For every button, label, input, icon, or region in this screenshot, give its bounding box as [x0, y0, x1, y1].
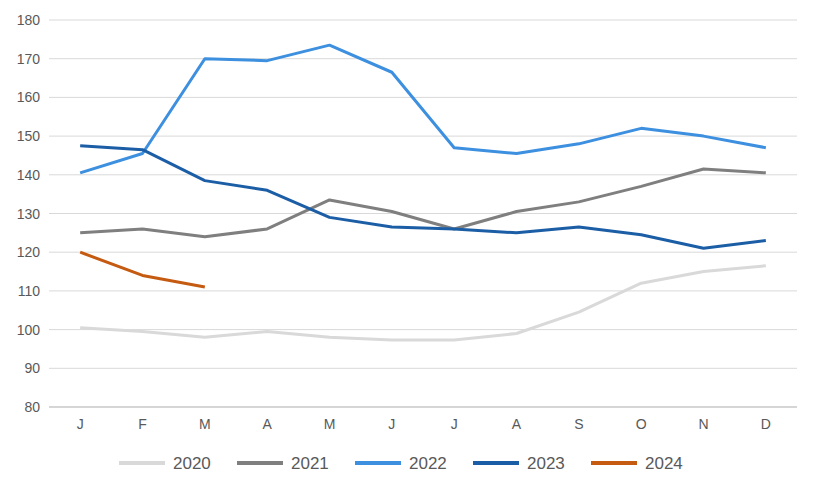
y-tick-label: 180 [17, 12, 41, 28]
grid-line [49, 97, 797, 98]
legend-swatch [591, 461, 637, 465]
x-tick-label: J [451, 416, 458, 432]
x-tick-label: D [761, 416, 771, 432]
legend-label: 2020 [173, 454, 211, 473]
y-tick-label: 130 [17, 206, 41, 222]
y-tick-label: 90 [24, 360, 40, 376]
y-tick-label: 100 [17, 322, 41, 338]
grid-line [49, 329, 797, 330]
legend-swatch [237, 461, 283, 465]
series-line [80, 146, 766, 249]
grid-line [49, 58, 797, 59]
y-tick-label: 160 [17, 89, 41, 105]
x-tick-label: J [77, 416, 84, 432]
x-tick-label: O [636, 416, 647, 432]
legend-swatch [119, 461, 165, 465]
series-line [80, 45, 766, 173]
series-group [80, 45, 766, 340]
grid-line [49, 290, 797, 291]
x-tick-label: A [512, 416, 522, 432]
grid-line [49, 368, 797, 369]
x-tick-label: F [138, 416, 147, 432]
legend-swatch [473, 461, 519, 465]
y-tick-label: 140 [17, 167, 41, 183]
x-tick-label: N [698, 416, 708, 432]
x-tick-label: M [199, 416, 211, 432]
y-tick-label: 110 [18, 283, 41, 299]
x-axis-line [49, 407, 797, 408]
grid-line [49, 407, 797, 408]
legend-label: 2024 [645, 454, 683, 473]
y-tick-label: 80 [24, 399, 40, 415]
x-tick-label: S [574, 416, 583, 432]
grid-line [49, 213, 797, 214]
legend-swatch [355, 461, 401, 465]
chart: 80 90 100 110 120 130 140 150 160 170 180 J F M A M J J A S… [0, 0, 820, 494]
series-line [80, 252, 205, 287]
legend-label: 2023 [527, 454, 565, 473]
y-tick-label: 170 [17, 51, 41, 67]
y-tick-label: 120 [17, 244, 41, 260]
grid-line [49, 20, 797, 21]
legend-label: 2022 [409, 454, 447, 473]
y-tick-label: 150 [17, 128, 41, 144]
x-tick-label: M [324, 416, 336, 432]
grid-line [49, 136, 797, 137]
x-tick-label: J [388, 416, 395, 432]
background [0, 0, 820, 494]
x-tick-label: A [262, 416, 272, 432]
series-line [80, 266, 766, 340]
grid-line [49, 252, 797, 253]
legend-label: 2021 [291, 454, 329, 473]
